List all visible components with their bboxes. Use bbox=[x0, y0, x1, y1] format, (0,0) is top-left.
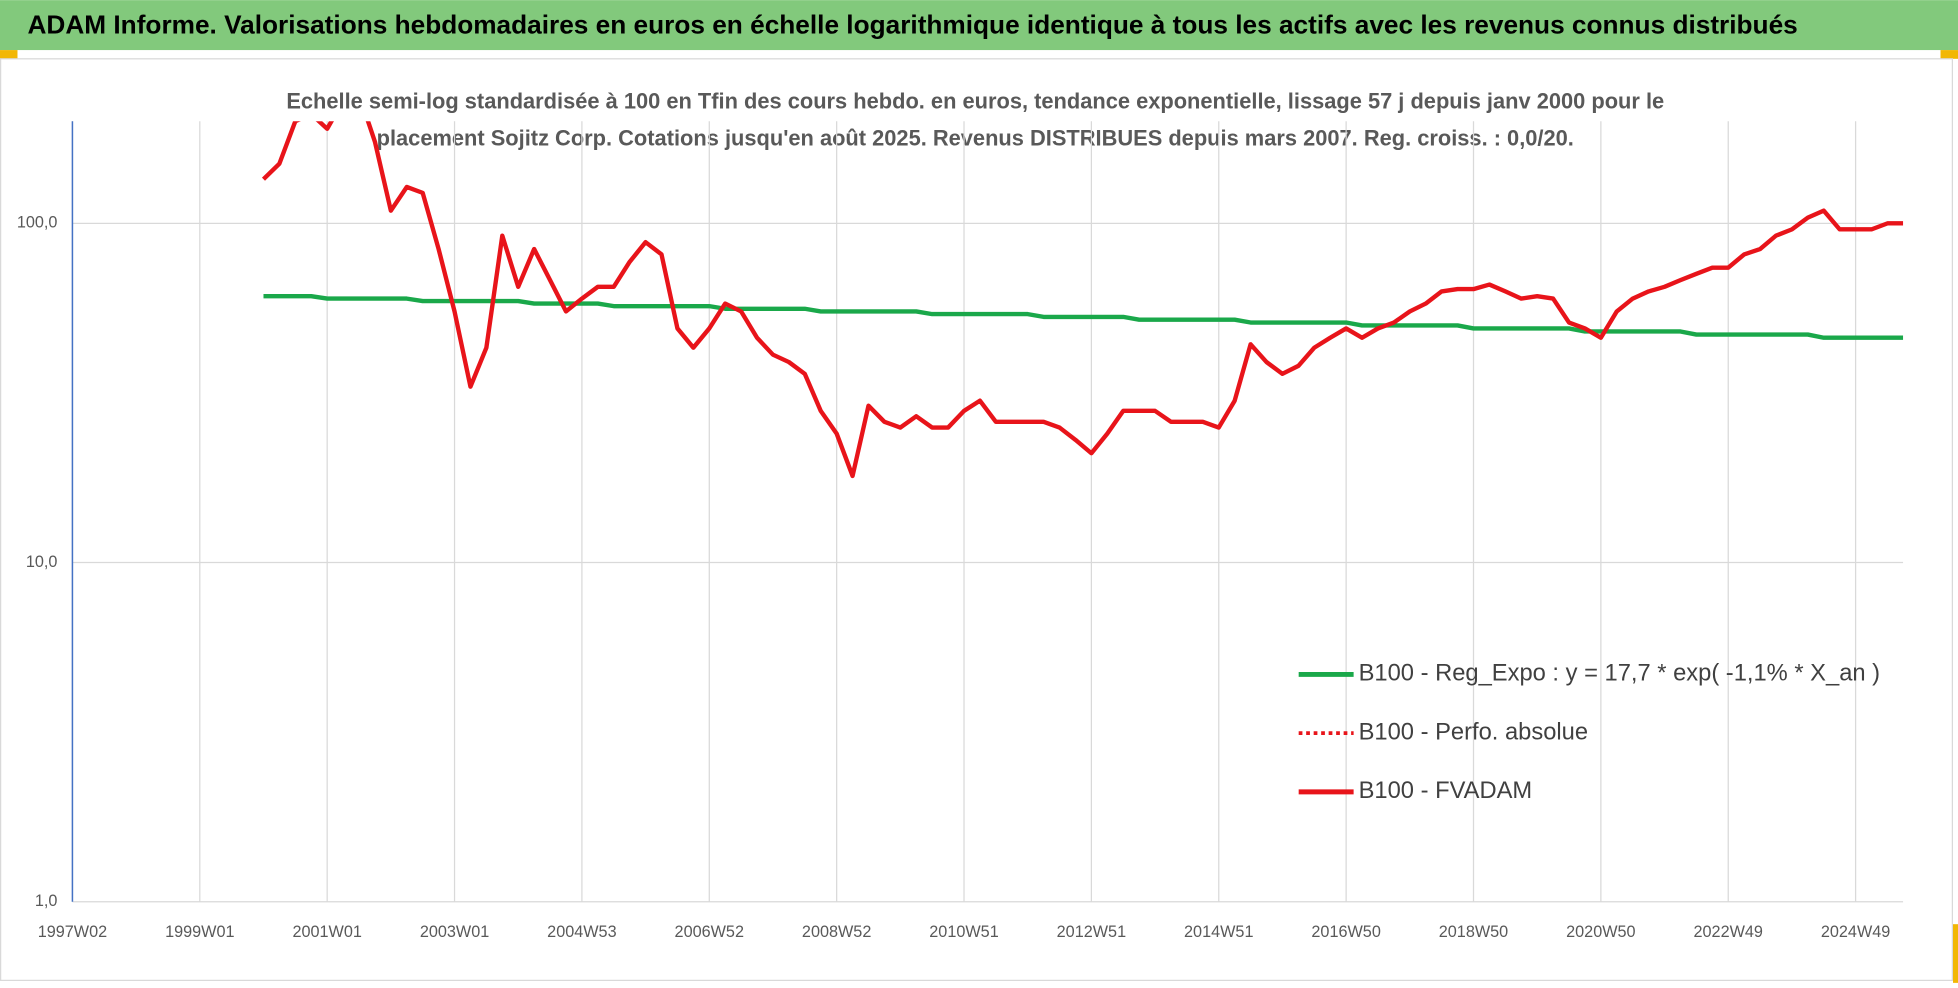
legend-label: B100 - Perfo. absolue bbox=[1359, 719, 1588, 745]
x-tick-label: 2016W50 bbox=[1311, 923, 1380, 941]
x-tick-label: 2010W51 bbox=[929, 923, 998, 941]
corner-mark bbox=[0, 50, 18, 59]
x-tick-label: 2020W50 bbox=[1566, 923, 1635, 941]
y-tick-label: 10,0 bbox=[26, 553, 58, 571]
x-tick-label: 1997W02 bbox=[38, 923, 107, 941]
x-tick-label: 2012W51 bbox=[1057, 923, 1126, 941]
chart-title: ADAM Informe. Valorisations hebdomadaire… bbox=[27, 9, 1797, 39]
header-bar bbox=[0, 0, 1958, 51]
x-tick-label: 2018W50 bbox=[1439, 923, 1508, 941]
x-tick-label: 2004W53 bbox=[547, 923, 616, 941]
corner-mark bbox=[1940, 50, 1958, 59]
series-line bbox=[261, 121, 1904, 479]
corner-mark bbox=[1953, 924, 1958, 983]
subtitle: placement Sojitz Corp. Cotations jusqu'e… bbox=[377, 126, 1574, 151]
x-tick-label: 2001W01 bbox=[292, 923, 361, 941]
x-tick-label: 2014W51 bbox=[1184, 923, 1253, 941]
series-line bbox=[263, 293, 1904, 340]
x-tick-label: 2006W52 bbox=[675, 923, 744, 941]
legend: B100 - Reg_Expo : y = 17,7 * exp( -1,1% … bbox=[1298, 661, 1880, 804]
plot-area bbox=[261, 121, 1904, 479]
x-tick-label: 2022W49 bbox=[1694, 923, 1763, 941]
x-tick-label: 1999W01 bbox=[165, 923, 234, 941]
x-tick-label: 2003W01 bbox=[420, 923, 489, 941]
chart-border bbox=[0, 58, 1954, 981]
grid: 1,0 10,0 100,0 1997W02 1999W01 2001W01 2003W01… bbox=[17, 121, 1904, 941]
x-tick-label: 2024W49 bbox=[1821, 923, 1890, 941]
x-tick-label: 2008W52 bbox=[802, 923, 871, 941]
y-tick-label: 1,0 bbox=[35, 892, 58, 910]
legend-label: B100 - Reg_Expo : y = 17,7 * exp( -1,1% … bbox=[1359, 661, 1880, 687]
legend-label: B100 - FVADAM bbox=[1359, 778, 1533, 804]
y-tick-label: 100,0 bbox=[17, 214, 58, 232]
subtitle: Echelle semi-log standardisée à 100 en T… bbox=[286, 88, 1664, 113]
